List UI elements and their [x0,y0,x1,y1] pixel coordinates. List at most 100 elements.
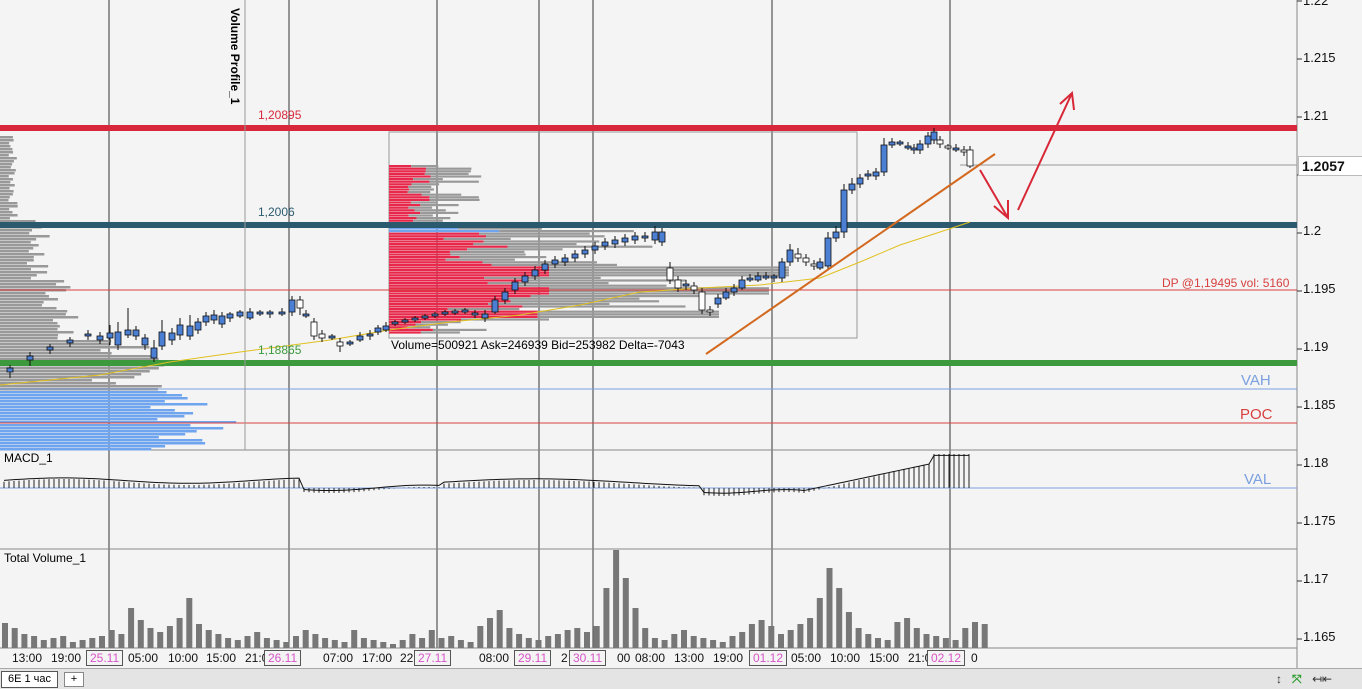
volume-bar [904,618,911,648]
vah-label: VAH [1241,372,1271,389]
volume-bar [593,626,600,648]
profile-bar [467,248,563,251]
profile-bar [443,237,511,240]
candle-body [944,145,952,149]
volume-bar [554,634,561,648]
volume-bar [700,638,707,648]
profile-bar [389,209,415,212]
profile-bar [549,287,769,290]
volume-bar [448,636,455,648]
volume-bar [2,623,8,648]
profile-bar [389,178,414,181]
profile-bar [411,165,439,168]
profile-bar [421,193,462,196]
profile-bar [0,376,135,379]
profile-bar [432,328,487,331]
candle-body [210,314,218,321]
profile-bar [389,253,451,256]
candle-body [952,147,960,151]
profile-bar [389,227,458,230]
time-label: 0 [971,651,978,665]
profile-bar [389,297,502,300]
time-label: 15:00 [206,651,237,665]
profile-bar [0,403,208,406]
volume-bar [244,636,251,648]
candle-body [501,291,509,301]
volume-bar [293,636,299,648]
time-label: 10:00 [830,651,861,665]
macd-signal [3,454,969,494]
profile-bar [0,211,13,214]
candle-body [106,332,114,339]
profile-bar [0,370,150,373]
volume-bar [748,624,755,648]
candle-body [658,231,666,243]
candle-body [802,257,810,263]
candle-body [794,253,802,259]
date-label: 29.11 [514,650,552,666]
candle-body [391,321,399,325]
profile-bar [537,313,719,316]
profile-bar [413,219,443,222]
volume-bar [671,634,678,648]
profile-bar [449,250,525,253]
volume-bar [419,638,426,648]
profile-bar [0,232,30,235]
add-tab-button[interactable]: + [64,672,84,687]
candle-body [288,299,296,313]
candle-body [132,329,140,337]
candle-body [896,141,904,145]
profile-bar [0,199,9,202]
candle-body [431,313,439,317]
volume-bar [875,638,881,648]
volume-bar [845,612,852,648]
profile-box [388,131,858,339]
profile-bar [389,196,430,199]
candle-body [202,315,210,323]
volume-bar [21,634,28,648]
profile-bar [0,295,49,298]
profile-bar [0,313,66,316]
volume-bar [545,636,552,648]
profile-bar [0,217,10,220]
volume-bar [31,636,38,648]
profile-bar [0,142,10,145]
profile-bar [389,284,514,287]
volume-bar [302,630,309,648]
candle-body [278,311,286,315]
profile-bar [0,325,60,328]
volume-bar [506,628,513,648]
volume-bar [351,630,358,648]
profile-bar [0,409,175,412]
profile-bar [473,243,577,246]
profile-bar [0,148,13,151]
profile-bar [389,323,416,326]
volume-bar [642,628,649,648]
profile-bar [0,178,13,181]
profile-bar [0,160,14,163]
scroll-arrows-icon[interactable]: ↤⇤ [1312,672,1333,686]
profile-bar [389,279,523,282]
candle-body [150,347,158,359]
candle-body [848,183,856,191]
volume-bar [884,640,891,648]
profile-bar [389,167,427,170]
volume-bar [196,624,202,648]
candle-body [366,333,374,337]
volume-bar [603,588,610,648]
profile-bar [389,300,511,303]
profile-bar [389,248,468,251]
volume-bar [11,628,18,648]
profile-bar [450,253,526,256]
profile-bar [0,337,58,340]
profile-bar [0,235,50,238]
profile-bar [426,167,472,170]
candle-body [328,335,336,339]
profile-bar [486,235,605,238]
profile-bar [537,315,719,318]
vertical-resize-icon[interactable]: ↕ [1276,672,1282,686]
fit-screen-icon[interactable]: ⤧ [1292,672,1302,686]
tab-6e-1h[interactable]: 6E 1 час [1,671,59,688]
profile-bar [0,307,57,310]
